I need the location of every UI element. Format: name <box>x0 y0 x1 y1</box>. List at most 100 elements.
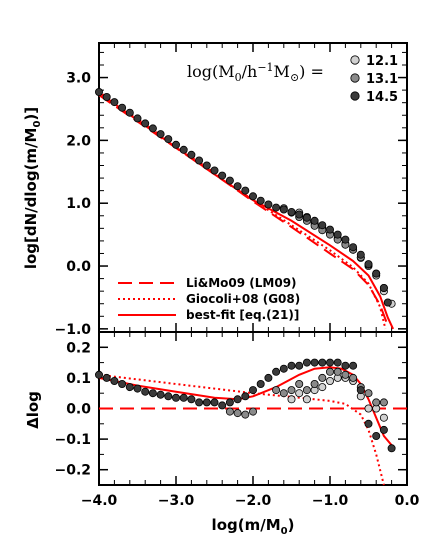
top-point-14.5 <box>95 88 104 97</box>
bottom-point-14.5 <box>279 364 288 373</box>
top-point-14.5 <box>379 283 388 292</box>
bottom-y-tick-label: 0.0 <box>66 402 91 418</box>
top-point-14.5 <box>248 192 257 201</box>
bottom-curve-dotted <box>98 373 385 486</box>
top-data-points <box>95 88 396 308</box>
bottom-point-13.1 <box>287 386 296 395</box>
top-point-14.5 <box>179 145 188 154</box>
bottom-point-14.5 <box>272 367 281 376</box>
bottom-y-tick-label: −0.2 <box>54 463 91 479</box>
bottom-y-tick-label: 0.1 <box>66 371 91 387</box>
top-point-14.5 <box>233 182 242 191</box>
x-tick-label: −2.0 <box>235 493 272 509</box>
bottom-point-12.1 <box>302 395 311 404</box>
line-legend-label: Giocoli+08 (G08) <box>186 292 300 306</box>
bottom-point-14.5 <box>248 386 257 395</box>
top-point-14.5 <box>156 130 165 139</box>
top-point-14.5 <box>256 196 265 205</box>
top-y-axis-title: log[dN/dlog(m/M0)] <box>22 107 43 269</box>
top-point-14.5 <box>187 150 196 159</box>
top-point-14.5 <box>318 221 327 230</box>
top-point-14.5 <box>241 186 250 195</box>
bottom-y-tick-label: −0.1 <box>54 432 91 448</box>
bottom-point-14.5 <box>287 361 296 370</box>
bottom-point-low-outliers <box>233 409 242 418</box>
bottom-point-14.5 <box>148 389 157 398</box>
bottom-point-low-outliers <box>241 410 250 419</box>
top-point-14.5 <box>383 298 392 307</box>
bottom-point-14.5 <box>125 383 134 392</box>
top-point-14.5 <box>287 207 296 216</box>
bottom-point-13.1 <box>279 389 288 398</box>
bottom-point-14.5 <box>218 401 227 410</box>
bottom-axis-ticks: 0.2 0.1 0.0 −0.1 −0.2 −4.0 −3.0 −2.0 −1.0 0.0 <box>54 331 420 509</box>
top-point-14.5 <box>133 114 142 123</box>
top-point-14.5 <box>195 156 204 165</box>
mass-legend: 12.1 13.1 14.5 <box>350 54 398 105</box>
mass-legend-title: log(M0/h−1M⊙) = <box>187 61 324 84</box>
top-point-14.5 <box>310 216 319 225</box>
top-point-14.5 <box>102 93 111 102</box>
x-tick-label: −4.0 <box>81 493 118 509</box>
top-point-14.5 <box>295 210 304 219</box>
bottom-point-14.5 <box>118 379 127 388</box>
top-point-14.5 <box>148 124 157 133</box>
bottom-point-14.5 <box>241 392 250 401</box>
bottom-point-13.1 <box>372 398 381 407</box>
top-point-14.5 <box>333 230 342 239</box>
bottom-y-tick-label: 0.2 <box>66 340 91 356</box>
top-point-14.5 <box>225 176 234 185</box>
bottom-point-14.5 <box>325 358 334 367</box>
bottom-point-13.1 <box>295 379 304 388</box>
top-y-tick-label: 1.0 <box>66 196 91 212</box>
bottom-point-low-outliers <box>248 407 257 416</box>
x-tick-label: −3.0 <box>158 493 195 509</box>
top-point-14.5 <box>141 119 150 128</box>
bottom-point-13.1 <box>341 370 350 379</box>
bottom-point-12.1 <box>325 376 334 385</box>
line-legend-label: best-fit [eq.(21)] <box>186 308 299 322</box>
bottom-point-14.5 <box>233 395 242 404</box>
top-y-tick-label: 0.0 <box>66 259 91 275</box>
bottom-point-14.5 <box>156 390 165 399</box>
bottom-point-13.1 <box>325 367 334 376</box>
top-point-14.5 <box>341 235 350 244</box>
bottom-point-14.5 <box>310 358 319 367</box>
top-point-14.5 <box>302 213 311 222</box>
top-point-14.5 <box>264 200 273 209</box>
bottom-point-12.1 <box>287 395 296 404</box>
top-y-tick-label: 2.0 <box>66 133 91 149</box>
bottom-point-12.1 <box>318 383 327 392</box>
bottom-point-14.5 <box>379 425 388 434</box>
bottom-point-13.1 <box>272 386 281 395</box>
bottom-point-14.5 <box>341 361 350 370</box>
bottom-point-14.5 <box>387 444 396 453</box>
x-axis-title: log(m/M0) <box>212 516 295 537</box>
bottom-point-14.5 <box>210 398 219 407</box>
top-point-14.5 <box>202 161 211 170</box>
bottom-point-13.1 <box>349 373 358 382</box>
top-point-14.5 <box>164 135 173 144</box>
bottom-point-12.1 <box>364 404 373 413</box>
bottom-point-13.1 <box>302 386 311 395</box>
bottom-point-14.5 <box>133 384 142 393</box>
bottom-point-14.5 <box>225 398 234 407</box>
bottom-point-14.5 <box>95 370 104 379</box>
mass-legend-marker <box>350 55 360 65</box>
bottom-y-axis-title: Δlog <box>24 391 42 429</box>
x-tick-label: −1.0 <box>312 493 349 509</box>
bottom-point-14.5 <box>264 373 273 382</box>
top-point-14.5 <box>325 225 334 234</box>
bottom-point-14.5 <box>302 358 311 367</box>
bottom-point-14.5 <box>295 361 304 370</box>
bottom-point-14.5 <box>372 431 381 440</box>
top-point-14.5 <box>118 103 127 112</box>
bottom-point-14.5 <box>102 373 111 382</box>
bottom-point-14.5 <box>195 398 204 407</box>
line-legend: Li&Mo09 (LM09) Giocoli+08 (G08) best-fit [… <box>118 276 300 322</box>
bottom-point-13.1 <box>364 389 373 398</box>
top-point-14.5 <box>279 205 288 214</box>
bottom-point-14.5 <box>356 386 365 395</box>
top-point-14.5 <box>110 98 119 107</box>
top-point-14.5 <box>272 203 281 212</box>
